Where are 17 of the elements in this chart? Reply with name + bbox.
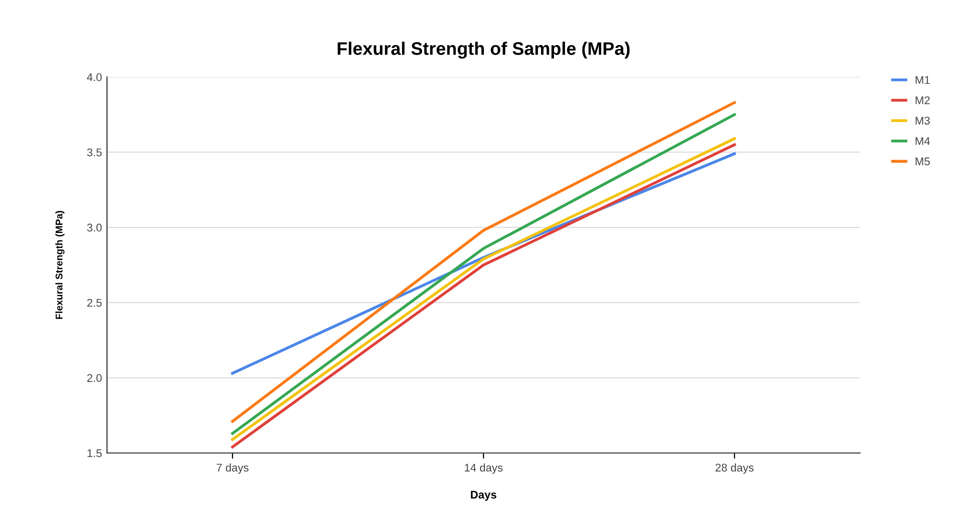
legend-label: M3 (916, 116, 930, 125)
legend-label: M5 (916, 158, 930, 166)
x-axis-title: Days (470, 490, 496, 501)
x-tick-label: 14 days (464, 463, 503, 474)
y-tick-label: 4.0 (86, 73, 102, 82)
y-tick-label: 1.5 (88, 449, 102, 458)
y-tick-label: 2.0 (87, 374, 102, 382)
y-tick-label: 3.0 (87, 224, 102, 232)
legend-label: M4 (916, 137, 930, 145)
x-tick-label: 7 days (216, 463, 248, 474)
y-tick-label: 3.5 (87, 148, 102, 156)
legend-label: M1 (916, 76, 930, 84)
chart-title: Flexural Strength of Sample (MPa) (338, 42, 630, 59)
legend-label: M2 (916, 96, 930, 104)
y-axis-title: Flexural Strength (MPa) (55, 210, 64, 319)
y-tick-label: 2.5 (87, 298, 102, 307)
x-tick-label: 28 days (716, 463, 754, 474)
